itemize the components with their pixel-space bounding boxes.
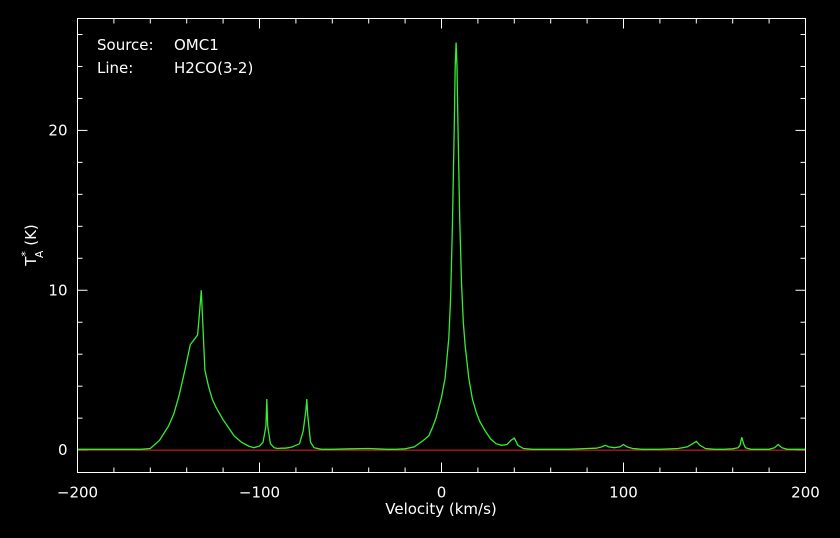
y-label-unit: (K) <box>22 224 40 250</box>
y-axis-label: T*A (K) <box>19 224 46 267</box>
x-tick-label: 0 <box>437 484 447 502</box>
spectrum-line <box>77 42 806 450</box>
y-tick-label: 20 <box>48 121 67 139</box>
axis-ticks <box>77 18 806 473</box>
y-tick-labels: 0 10 20 <box>48 121 67 459</box>
x-tick-labels: −200 −100 0 100 200 <box>57 484 820 502</box>
y-tick-label: 0 <box>58 441 68 459</box>
x-tick-label: −100 <box>239 484 280 502</box>
x-tick-label: 200 <box>791 484 820 502</box>
y-label-sup: * <box>19 251 32 257</box>
svg-text:T*A (K): T*A (K) <box>19 224 46 267</box>
annotation-line-key: Line: <box>97 59 133 77</box>
y-label-base: T <box>22 256 40 267</box>
annotation-source-key: Source: <box>97 36 154 54</box>
x-axis-label: Velocity (km/s) <box>385 500 496 518</box>
y-label-sub: A <box>33 250 46 258</box>
annotation-source-value: OMC1 <box>174 36 219 54</box>
x-tick-label: 100 <box>609 484 638 502</box>
annotation-line-value: H2CO(3-2) <box>174 59 253 77</box>
x-tick-label: −200 <box>57 484 98 502</box>
plot-frame <box>77 18 806 473</box>
y-tick-label: 10 <box>48 281 67 299</box>
